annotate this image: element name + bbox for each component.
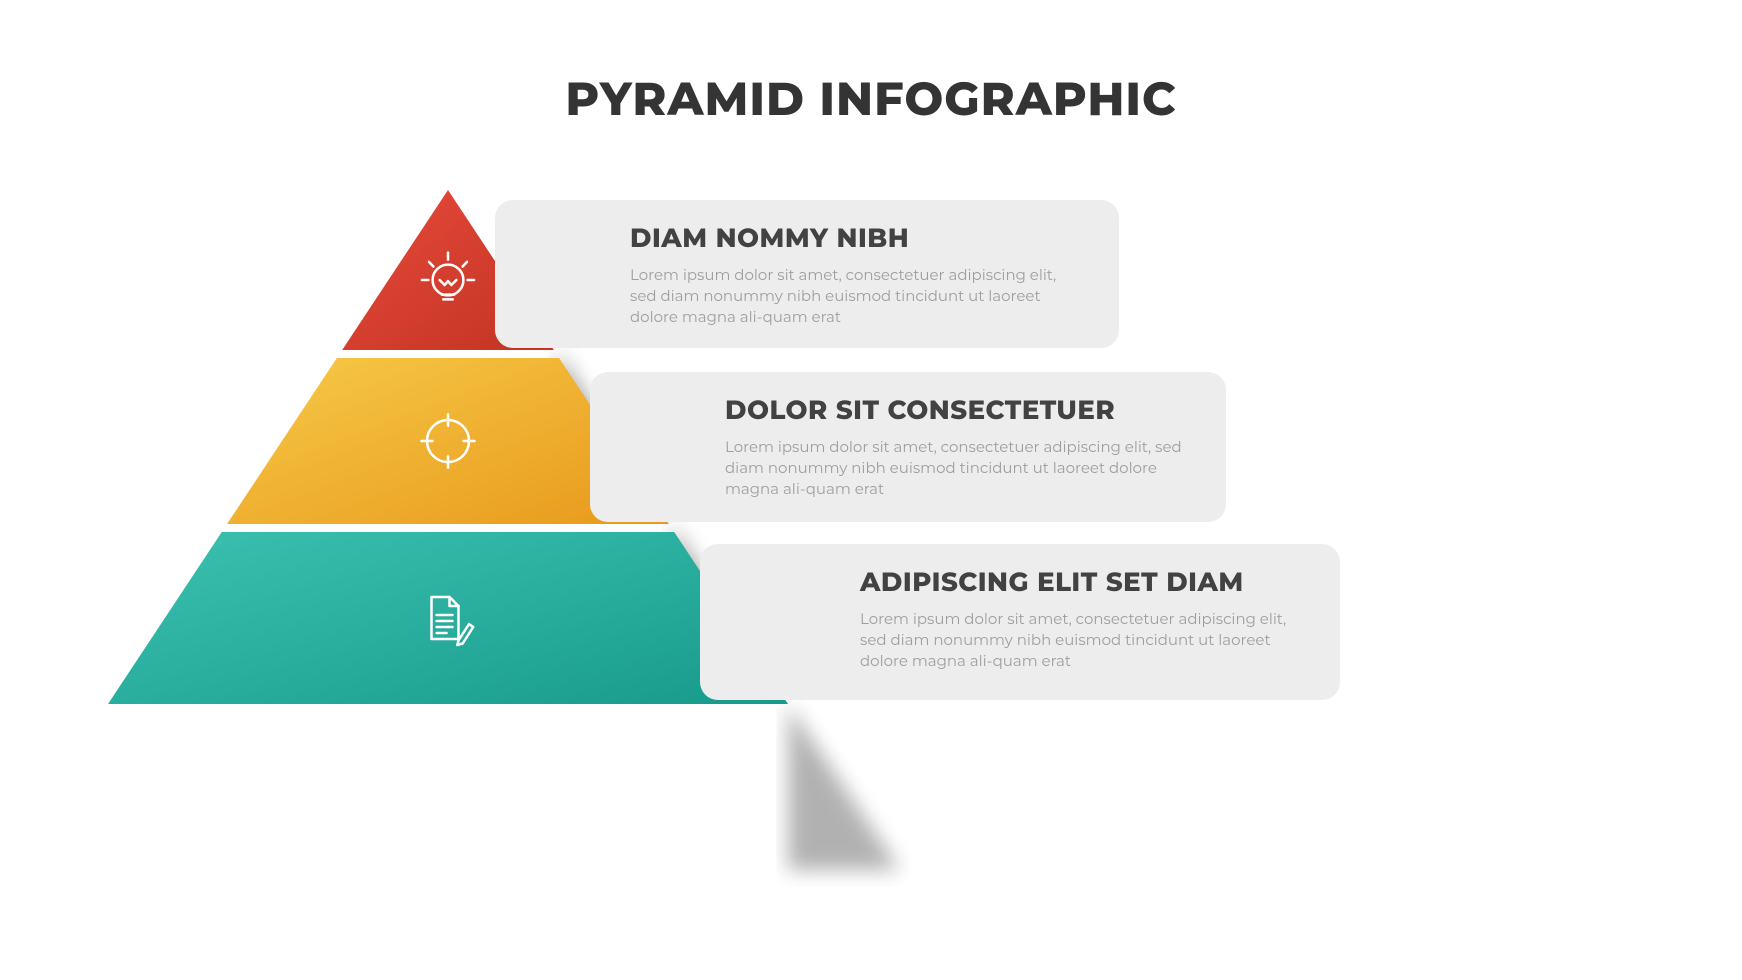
panel-middle-body: Lorem ipsum dolor sit amet, consectetuer…: [725, 436, 1186, 499]
panel-bottom-heading: ADIPISCING ELIT SET DIAM: [860, 566, 1300, 598]
panel-middle: DOLOR SIT CONSECTETUER Lorem ipsum dolor …: [590, 372, 1226, 522]
pyramid-layer-bottom: [108, 532, 788, 704]
panel-middle-heading: DOLOR SIT CONSECTETUER: [725, 394, 1186, 426]
panel-top-body: Lorem ipsum dolor sit amet, consectetuer…: [630, 264, 1079, 327]
panel-bottom-body: Lorem ipsum dolor sit amet, consectetuer…: [860, 608, 1300, 671]
panel-top: DIAM NOMMY NIBH Lorem ipsum dolor sit ame…: [495, 200, 1119, 348]
panel-bottom: ADIPISCING ELIT SET DIAM Lorem ipsum dolo…: [700, 544, 1340, 700]
panel-top-heading: DIAM NOMMY NIBH: [630, 222, 1079, 254]
